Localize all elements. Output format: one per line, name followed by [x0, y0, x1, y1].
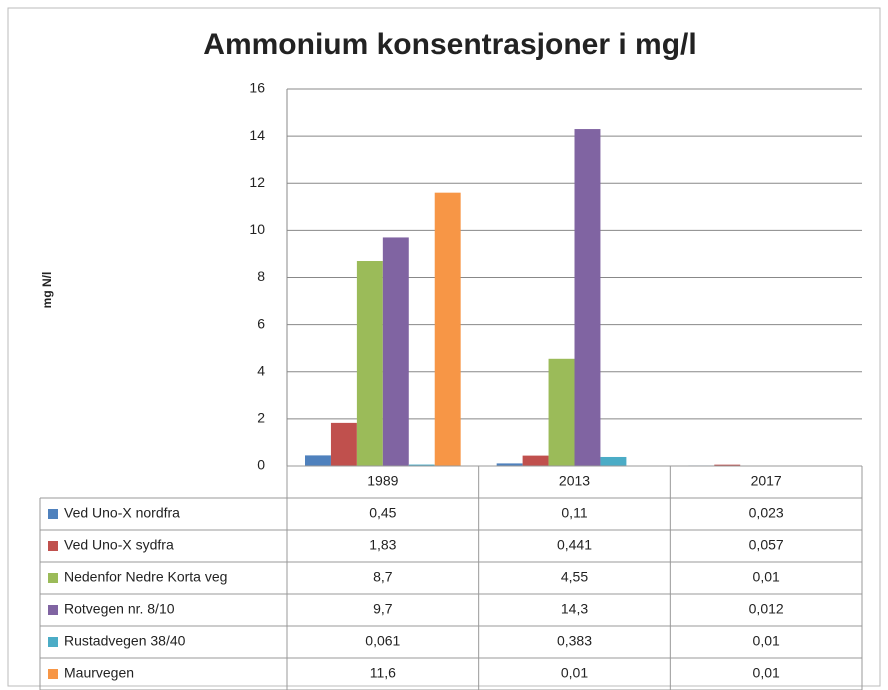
- table-value: 0,023: [749, 505, 784, 521]
- bar: [600, 456, 627, 466]
- table-value: 11,6: [370, 665, 396, 681]
- y-tick-label: 2: [257, 410, 265, 426]
- table-value: 0,383: [557, 633, 592, 649]
- bar: [574, 129, 601, 466]
- x-tick-label: 2013: [559, 473, 590, 489]
- y-tick-label: 16: [249, 80, 265, 96]
- table-value: 1,83: [369, 537, 396, 553]
- y-tick-label: 10: [249, 221, 265, 237]
- legend-swatch: [48, 669, 58, 679]
- legend-swatch: [48, 541, 58, 551]
- table-value: 14,3: [561, 601, 588, 617]
- legend-swatch: [48, 605, 58, 615]
- bar: [714, 464, 741, 466]
- bar: [522, 455, 549, 466]
- table-value: 0,11: [561, 505, 587, 521]
- bar: [496, 463, 523, 466]
- table-value: 9,7: [373, 601, 393, 617]
- table-value: 0,061: [365, 633, 400, 649]
- bar: [548, 358, 575, 466]
- y-tick-label: 14: [249, 127, 265, 143]
- table-value: 0,012: [749, 601, 784, 617]
- legend-swatch: [48, 573, 58, 583]
- x-tick-label: 2017: [751, 473, 782, 489]
- table-value: 0,01: [753, 665, 780, 681]
- bar: [330, 422, 357, 466]
- y-axis-label: mg N/l: [40, 272, 54, 309]
- legend-label: Nedenfor Nedre Korta veg: [64, 569, 227, 585]
- table-value: 0,057: [749, 537, 784, 553]
- table-value: 0,01: [561, 665, 588, 681]
- legend-label: Maurvegen: [64, 665, 134, 681]
- legend-label: Ved Uno-X nordfra: [64, 505, 180, 521]
- y-tick-label: 6: [257, 315, 265, 331]
- bar: [434, 192, 461, 467]
- y-tick-label: 12: [249, 174, 265, 190]
- bar: [356, 261, 383, 466]
- y-tick-label: 4: [257, 362, 265, 378]
- bar: [305, 455, 331, 466]
- chart-title: Ammonium konsentrasjoner i mg/l: [203, 28, 696, 61]
- table-value: 0,45: [369, 505, 396, 521]
- legend-swatch: [48, 509, 58, 519]
- table-value: 0,01: [753, 569, 780, 585]
- legend-label: Rustadvegen 38/40: [64, 633, 186, 649]
- x-tick-label: 1989: [367, 473, 398, 489]
- table-value: 0,01: [753, 633, 780, 649]
- y-tick-label: 0: [257, 457, 265, 473]
- bar: [382, 237, 409, 466]
- legend-swatch: [48, 637, 58, 647]
- table-value: 8,7: [373, 569, 393, 585]
- legend-label: Ved Uno-X sydfra: [64, 537, 174, 553]
- bar: [408, 464, 435, 466]
- table-value: 4,55: [561, 569, 588, 585]
- y-tick-label: 8: [257, 268, 265, 284]
- legend-label: Rotvegen nr. 8/10: [64, 601, 175, 617]
- table-value: 0,441: [557, 537, 592, 553]
